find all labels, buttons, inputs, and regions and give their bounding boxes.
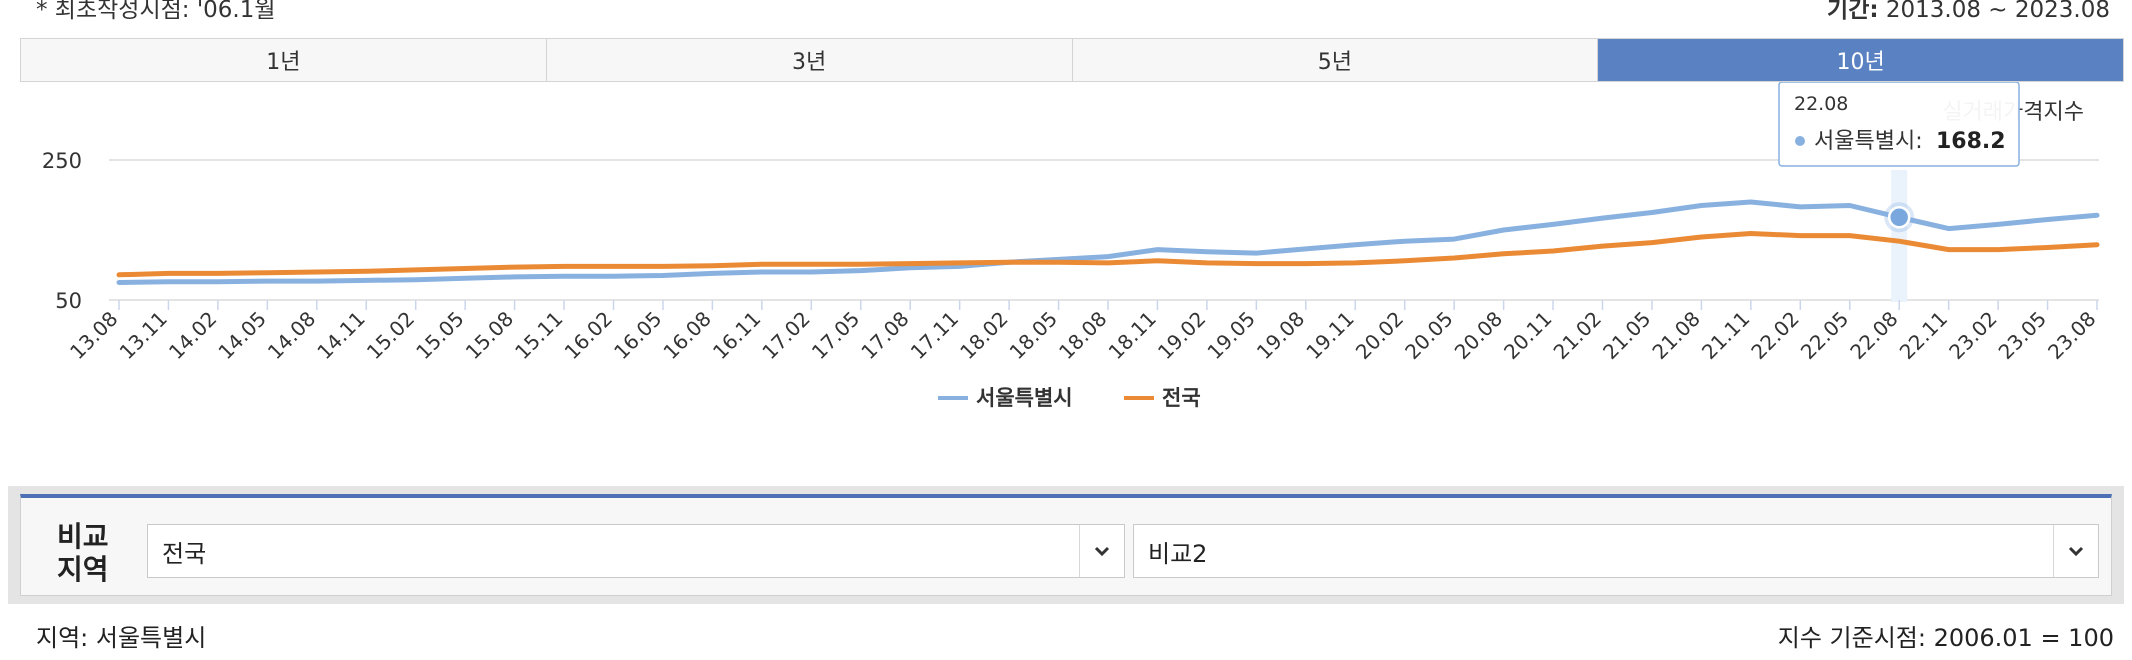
chart-area: 50250실거래가격지수13.0813.1114.0214.0514.0814.… <box>14 81 2132 482</box>
compare-label-line2: 지역 <box>57 553 109 586</box>
chevron-down-icon[interactable] <box>1079 525 1124 577</box>
period-range: 기간: 2013.08 ~ 2023.08 <box>1827 0 2110 24</box>
tab-3-year[interactable]: 3년 <box>547 39 1073 81</box>
x-tick-label: 21.11 <box>1697 307 1754 364</box>
compare-panel: 비교 지역 전국 비교2 <box>20 494 2112 596</box>
x-tick-label: 21.05 <box>1598 307 1655 364</box>
x-tick-label: 22.11 <box>1895 307 1952 364</box>
x-tick-label: 15.05 <box>411 307 468 364</box>
legend-label-national: 전국 <box>1162 386 1201 410</box>
compare-region-select-2-value: 비교2 <box>1148 539 1208 568</box>
x-tick-label: 15.11 <box>510 307 567 364</box>
line-chart: 50250실거래가격지수13.0813.1114.0214.0514.0814.… <box>42 81 2101 410</box>
x-tick-label: 19.11 <box>1301 307 1358 364</box>
x-tick-label: 17.05 <box>807 307 864 364</box>
x-tick-label: 20.05 <box>1400 307 1457 364</box>
compare-label: 비교 지역 <box>57 520 109 586</box>
x-tick-label: 18.02 <box>955 307 1012 364</box>
tooltip-box <box>1778 81 2020 167</box>
tooltip-category: 22.08 <box>1794 93 1848 115</box>
x-tick-label: 18.08 <box>1054 307 1111 364</box>
x-tick-label: 20.11 <box>1499 307 1556 364</box>
x-tick-label: 21.02 <box>1549 307 1606 364</box>
x-tick-label: 17.02 <box>757 307 814 364</box>
legend-label-seoul: 서울특별시 <box>976 386 1073 410</box>
tooltip-series-label: 서울특별시: <box>1814 129 1923 154</box>
tab-1-year[interactable]: 1년 <box>21 39 547 81</box>
x-tick-label: 15.08 <box>461 307 518 364</box>
x-tick-label: 16.05 <box>609 307 666 364</box>
x-tick-label: 22.05 <box>1796 307 1853 364</box>
x-tick-label: 13.11 <box>115 307 172 364</box>
tab-5-year[interactable]: 5년 <box>1073 39 1599 81</box>
x-tick-label: 14.02 <box>164 307 221 364</box>
series-line-national <box>116 231 2100 278</box>
x-tick-label: 23.08 <box>2043 307 2100 364</box>
x-tick-label: 23.02 <box>1944 307 2001 364</box>
tab-10-year[interactable]: 10년 <box>1598 39 2123 81</box>
tooltip-series-dot <box>1795 136 1805 146</box>
hover-point <box>1887 206 1911 229</box>
x-tick-label: 15.02 <box>362 307 419 364</box>
x-tick-label: 22.08 <box>1845 307 1902 364</box>
x-tick-label: 16.02 <box>560 307 617 364</box>
x-tick-label: 14.08 <box>263 307 320 364</box>
x-tick-label: 16.08 <box>658 307 715 364</box>
x-tick-label: 14.05 <box>213 307 270 364</box>
x-tick-label: 19.02 <box>1153 307 1210 364</box>
x-tick-label: 23.05 <box>1994 307 2051 364</box>
compare-region-select-1-value: 전국 <box>162 539 207 568</box>
x-tick-label: 20.08 <box>1450 307 1507 364</box>
compare-region-select-1[interactable]: 전국 <box>147 524 1125 578</box>
compare-region-select-2[interactable]: 비교2 <box>1133 524 2099 578</box>
x-tick-label: 19.08 <box>1252 307 1309 364</box>
x-tick-label: 21.08 <box>1647 307 1704 364</box>
x-tick-label: 19.05 <box>1202 307 1259 364</box>
y-tick-label: 50 <box>55 289 82 313</box>
x-tick-label: 13.08 <box>65 307 122 364</box>
y-tick-label: 250 <box>42 149 82 173</box>
compare-section: 비교 지역 전국 비교2 <box>8 486 2124 604</box>
x-tick-label: 20.02 <box>1351 307 1408 364</box>
series-line-seoul <box>116 199 2100 285</box>
x-tick-label: 22.02 <box>1746 307 1803 364</box>
x-tick-label: 17.08 <box>856 307 913 364</box>
x-tick-label: 16.11 <box>708 307 765 364</box>
chevron-down-icon[interactable] <box>2053 525 2098 577</box>
x-tick-label: 17.11 <box>906 307 963 364</box>
x-tick-label: 18.11 <box>1104 307 1161 364</box>
creation-date-note: * 최초작성시점: '06.1월 <box>36 0 276 23</box>
region-info: 지역: 서울특별시 <box>36 624 207 652</box>
x-tick-label: 14.11 <box>312 307 369 364</box>
period-value: 2013.08 ~ 2023.08 <box>1885 0 2110 23</box>
tooltip-value: 168.2 <box>1936 129 2006 154</box>
hover-band <box>1891 170 1908 302</box>
period-label: 기간: <box>1827 0 1879 23</box>
period-tabs: 1년 3년 5년 10년 <box>20 38 2124 82</box>
compare-label-line1: 비교 <box>57 520 109 553</box>
tooltip: 22.08 서울특별시: 168.2 <box>1778 81 2020 167</box>
x-tick-label: 18.05 <box>1005 307 1062 364</box>
index-base-info: 지수 기준시점: 2006.01 = 100 <box>1777 624 2114 652</box>
